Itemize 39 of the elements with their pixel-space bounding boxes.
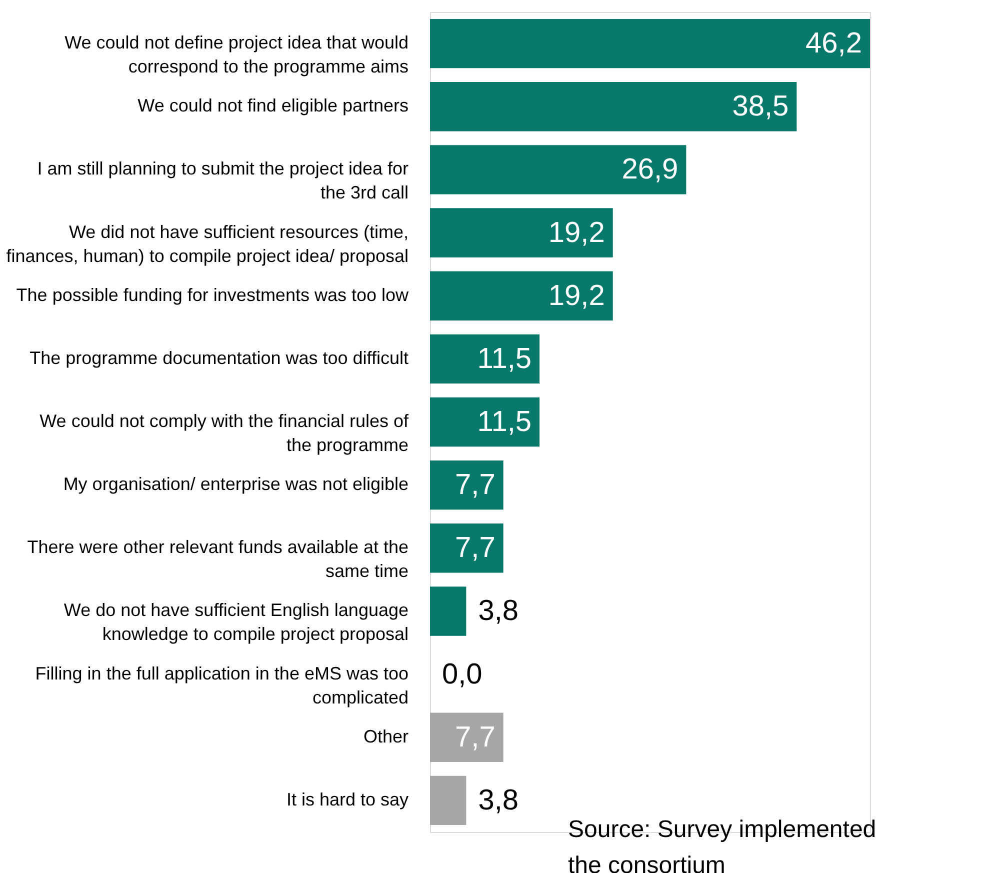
y-tick-label: It is hard to say — [286, 789, 408, 810]
data-label: 11,5 — [477, 406, 532, 438]
data-label: 26,9 — [622, 154, 678, 186]
bar — [430, 524, 504, 573]
data-label: 7,7 — [455, 469, 496, 502]
y-tick-label: We could not define project idea that would correspond to the programme aims — [64, 32, 408, 77]
y-tick-label: Other — [363, 726, 408, 746]
y-tick-label: We could not find eligible partners — [138, 96, 408, 116]
y-tick-label: The possible funding for investments was too low — [16, 284, 410, 305]
bar — [430, 82, 797, 132]
y-tick-label: We could not comply with the financial rules of the programme — [40, 411, 410, 455]
y-tick-label: My organisation/ enterprise was not eligible — [63, 474, 408, 494]
annotation: Source: Survey implemented the consortium — [568, 816, 876, 873]
data-label: 19,2 — [548, 216, 605, 249]
y-tick-label: We did not have sufficient resources (time, finances, human) to compile project idea/ proposal — [6, 222, 408, 266]
bar — [430, 18, 870, 68]
y-tick-label: I am still planning to submit the project idea for the 3rd call — [37, 158, 408, 203]
bar — [430, 460, 504, 510]
data-label: 38,5 — [732, 90, 789, 123]
data-label: 11,5 — [477, 342, 532, 375]
bar — [430, 712, 504, 762]
bar — [430, 334, 540, 384]
data-label: 3,8 — [478, 784, 519, 816]
bar — [430, 776, 466, 826]
data-label: 19,2 — [548, 280, 605, 312]
bar — [430, 397, 540, 447]
bar — [430, 271, 613, 320]
data-label: 0,0 — [442, 658, 482, 690]
bar — [430, 586, 466, 636]
data-label: 46,2 — [806, 28, 862, 60]
y-tick-label: There were other relevant funds available at the same time — [27, 537, 408, 582]
y-tick-label: Filling in the full application in the eMS was too complicated — [35, 663, 408, 708]
data-label: 7,7 — [455, 532, 496, 564]
data-label: 3,8 — [478, 595, 519, 628]
bar — [430, 145, 686, 194]
y-tick-label: We do not have sufficient English language knowledge to compile project proposal — [64, 600, 408, 644]
y-tick-label: The programme documentation was too difficult — [30, 348, 408, 368]
data-label: 7,7 — [455, 721, 496, 754]
bar — [430, 208, 613, 258]
